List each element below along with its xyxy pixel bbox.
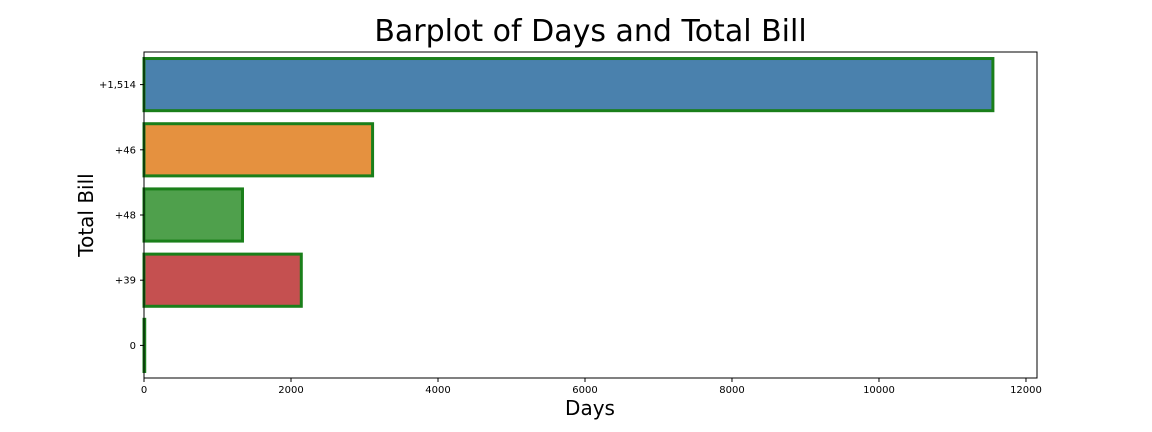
plot-frame <box>143 51 1038 379</box>
bar <box>142 187 244 243</box>
x-tick-label: 8000 <box>719 385 744 396</box>
y-tick-label: +48 <box>115 211 136 222</box>
x-tick-label: 2000 <box>278 385 303 396</box>
y-tick-label: +39 <box>115 276 136 287</box>
x-axis-label: Days <box>565 396 615 420</box>
y-tick-label: 0 <box>130 341 136 352</box>
bar <box>142 122 375 178</box>
chart-title: Barplot of Days and Total Bill <box>374 14 807 49</box>
x-tick-label: 4000 <box>425 385 450 396</box>
bar <box>142 252 303 308</box>
x-tick-label: 10000 <box>863 385 895 396</box>
bar <box>142 57 995 113</box>
y-tick-label: +1,514 <box>99 80 136 91</box>
x-tick-label: 6000 <box>572 385 597 396</box>
x-tick-label: 0 <box>141 385 147 396</box>
y-tick-label: +46 <box>115 145 136 156</box>
x-tick-label: 12000 <box>1010 385 1042 396</box>
